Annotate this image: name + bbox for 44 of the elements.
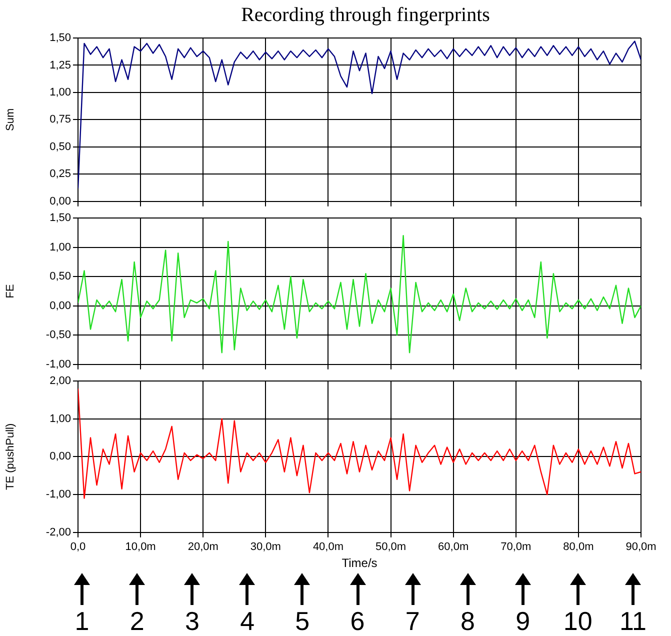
x-tick-label: 90,0m: [626, 541, 656, 554]
text: 8: [460, 606, 475, 636]
x-tick-label: 50,0m: [375, 541, 406, 554]
y-tick-label: -1,00: [46, 488, 71, 501]
y-tick-label: 1,50: [50, 212, 71, 224]
x-tick-label: 60,0m: [438, 541, 469, 554]
y-tick-label: 1,50: [50, 32, 71, 44]
text: 11: [620, 606, 646, 636]
text: 5: [295, 606, 310, 636]
y-tick-label: -1,00: [46, 358, 71, 370]
x-axis-title: Time/s: [342, 556, 378, 570]
y-tick-label: 0,00: [50, 195, 71, 208]
chart-title: Recording through fingerprints: [240, 4, 491, 27]
y-tick-label: -2,00: [46, 526, 71, 538]
x-tick-label: 10,0m: [125, 541, 156, 554]
text: 7: [405, 606, 420, 636]
x-tick-label: 20,0m: [188, 541, 218, 554]
y-tick-label: 0,50: [50, 140, 71, 153]
text: 4: [240, 606, 255, 636]
y-tick-label: 0,50: [50, 270, 71, 283]
y-tick-label: 1,00: [50, 241, 71, 254]
y-tick-label: 2,00: [50, 375, 71, 388]
text: 3: [184, 606, 200, 636]
y-axis-title: Sum: [4, 108, 17, 132]
y-axis-title: TE (pushPull): [4, 423, 17, 490]
x-tick-label: 80,0m: [563, 541, 594, 554]
text: 10: [563, 606, 592, 636]
text: 6: [350, 606, 365, 636]
text: 9: [516, 606, 530, 636]
y-tick-label: 1,25: [50, 59, 71, 72]
y-axis-title: FE: [4, 284, 17, 298]
x-tick-label: 30,0m: [250, 541, 281, 554]
y-tick-label: 1,00: [50, 86, 71, 98]
y-tick-label: 1,00: [50, 412, 71, 425]
x-tick-label: 0,0: [70, 541, 86, 554]
x-tick-label: 40,0m: [312, 541, 344, 554]
y-tick-label: 0,75: [50, 114, 71, 126]
y-tick-label: 0,25: [50, 168, 71, 180]
text: 2: [130, 606, 144, 636]
x-tick-label: 70,0m: [500, 541, 532, 554]
y-tick-label: 0,00: [50, 450, 71, 463]
text: 1: [74, 606, 90, 636]
y-tick-label: 0,00: [50, 300, 71, 312]
y-tick-label: -0,50: [46, 329, 71, 342]
